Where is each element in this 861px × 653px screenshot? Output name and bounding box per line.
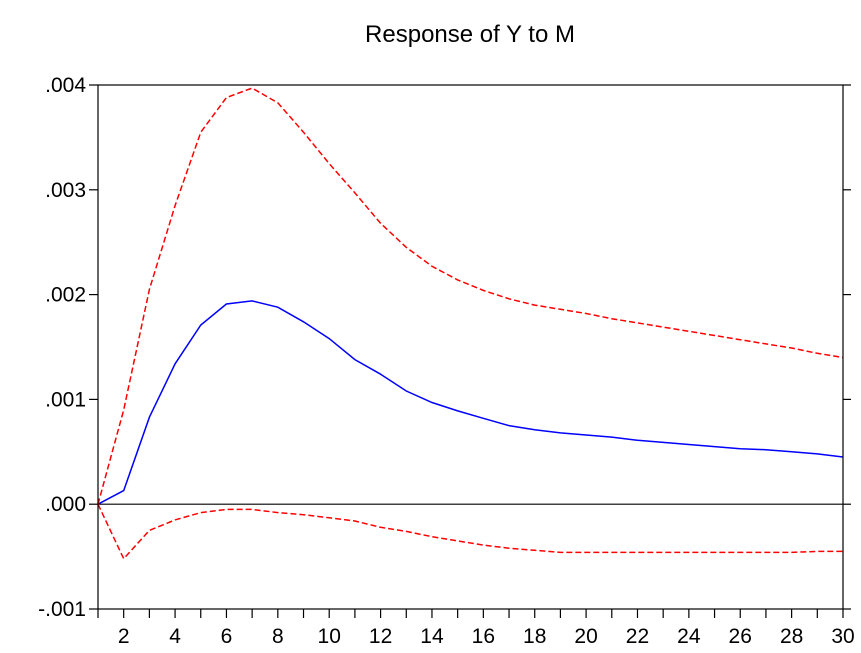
x-tick-label: 20 [574,625,597,648]
series-line-lower-band [97,503,843,561]
x-tick-label: 10 [318,625,341,648]
series-line-upper-band [97,87,844,505]
plot-area [97,87,844,561]
chart-title: Response of Y to M [365,21,575,48]
y-tick-label: .003 [45,179,86,202]
x-tick-label: 12 [369,625,392,648]
x-tick-label: 26 [729,625,752,648]
x-tick-label: 8 [272,625,284,648]
axis-ticks [89,84,851,618]
x-tick-label: 24 [677,625,701,648]
x-tick-label: 22 [626,625,649,648]
x-tick-label: 16 [472,625,495,648]
x-tick-label: 6 [221,625,233,648]
y-tick-label: .004 [45,74,86,97]
y-tick-label: .000 [45,493,86,516]
y-tick-label: .001 [45,388,86,411]
x-tick-label: 4 [169,625,181,648]
y-tick-label: -.001 [38,598,86,621]
y-tick-label: .002 [45,284,86,307]
plot-frame [97,84,844,610]
x-tick-label: 28 [780,625,803,648]
x-tick-label: 30 [831,625,854,648]
series-line-response [97,300,844,505]
x-tick-label: 14 [420,625,444,648]
x-tick-label: 2 [118,625,130,648]
x-tick-label: 18 [523,625,546,648]
